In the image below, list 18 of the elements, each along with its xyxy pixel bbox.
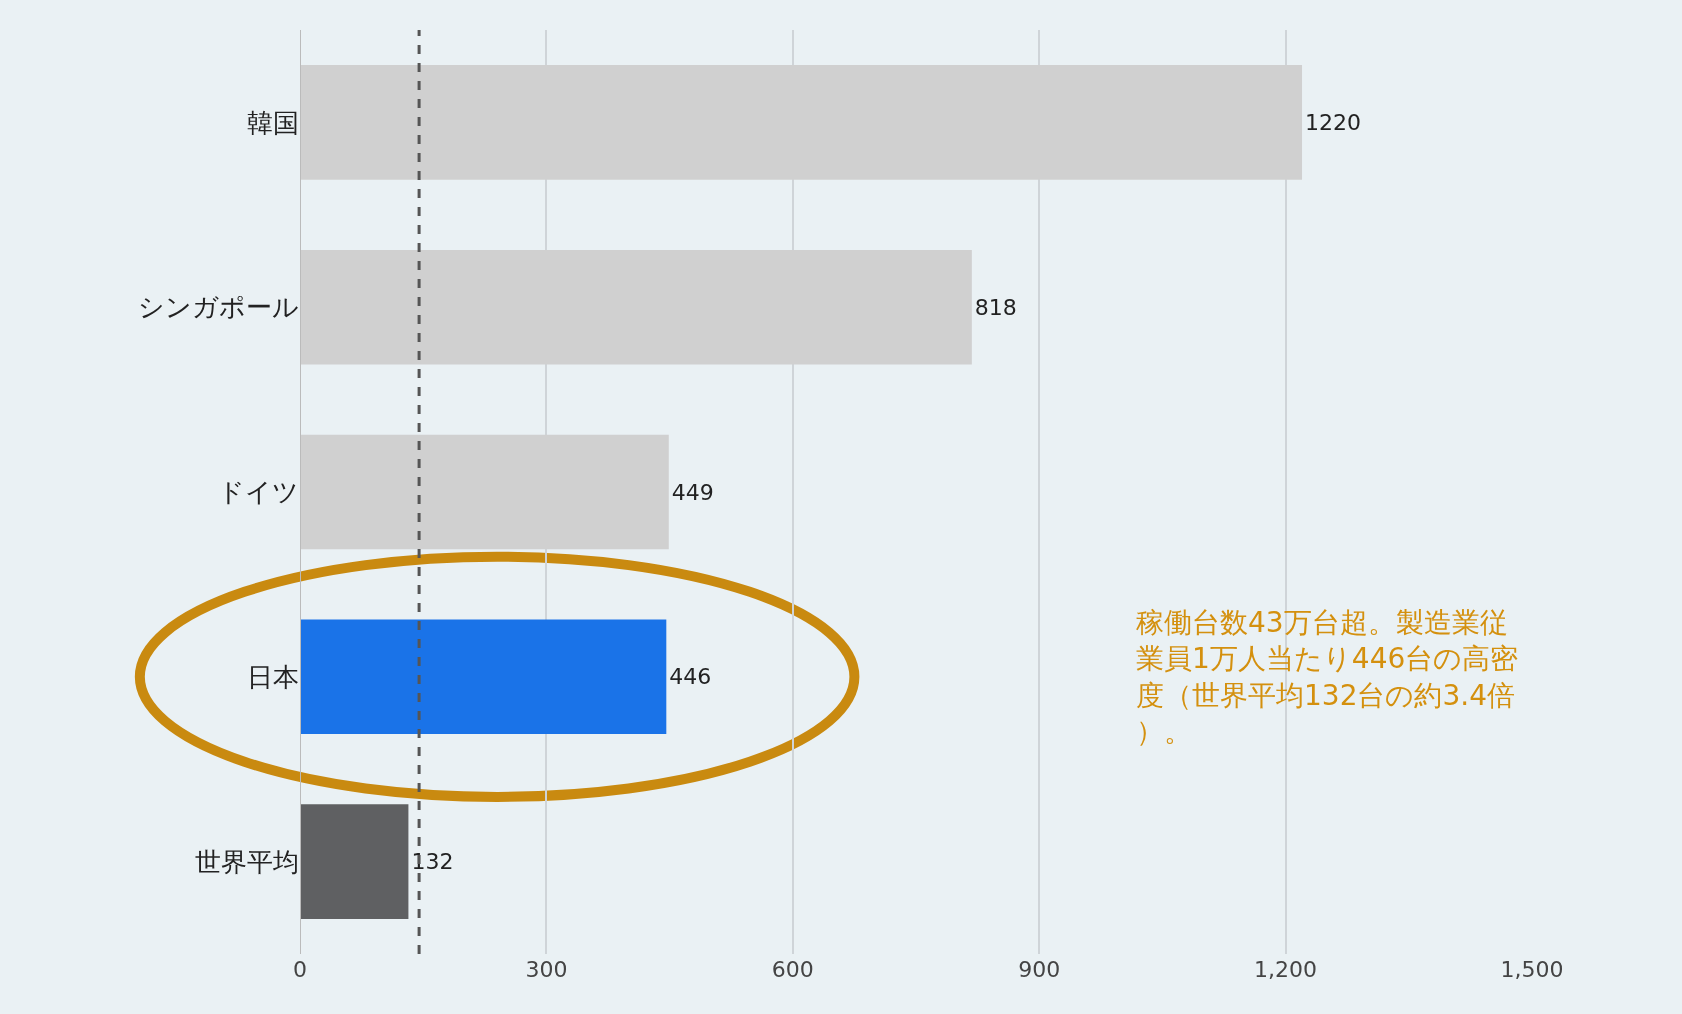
x-tick-label: 300 [525, 957, 568, 982]
x-tick-label: 1,500 [1500, 957, 1564, 982]
x-tick-label: 900 [1018, 957, 1061, 982]
data-label: 818 [974, 294, 1017, 320]
y-tick-label: 韓国 [247, 107, 299, 138]
x-tick-label: 0 [293, 957, 307, 982]
x-tick-label: 600 [771, 957, 814, 982]
y-tick-label: ドイツ [218, 477, 299, 508]
bar [300, 804, 409, 919]
bar [300, 619, 667, 735]
y-tick-label: 世界平均 [195, 846, 299, 877]
data-label: 1220 [1305, 109, 1362, 135]
y-tick-label: シンガポール [138, 292, 299, 323]
annotation: 稼働台数43万台超。製造業従業員1万人当たり446台の高密度（世界平均132台の約3.4倍）。 [1136, 606, 1519, 749]
data-label: 449 [671, 479, 714, 505]
data-label: 446 [669, 664, 712, 690]
y-tick-label: 日本 [247, 661, 299, 692]
x-tick-label: 1,200 [1254, 957, 1318, 982]
